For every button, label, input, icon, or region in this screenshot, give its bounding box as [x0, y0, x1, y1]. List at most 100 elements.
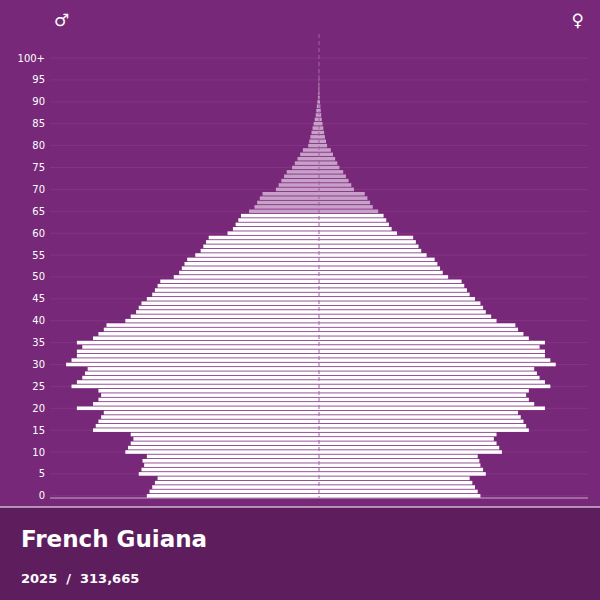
bar — [319, 183, 351, 187]
y-tick-label: 90 — [32, 96, 45, 107]
bar — [143, 459, 319, 463]
bar — [319, 170, 343, 174]
y-tick-label: 70 — [32, 184, 45, 195]
y-tick-label: 55 — [32, 250, 45, 261]
bar — [155, 481, 319, 485]
bar — [319, 367, 534, 371]
bar — [319, 174, 346, 178]
subtitle: 2025 / 313,665 — [21, 571, 139, 586]
bar — [201, 249, 319, 253]
bar — [319, 271, 443, 275]
bar — [93, 336, 319, 340]
bar — [147, 297, 319, 301]
bar — [131, 441, 319, 445]
y-tick-label: 30 — [32, 359, 45, 370]
bar — [319, 253, 427, 257]
bar — [319, 437, 494, 441]
background — [0, 0, 600, 600]
bar — [319, 52, 320, 56]
bar — [98, 332, 319, 336]
bar — [319, 306, 483, 310]
bar — [209, 236, 319, 240]
bar — [319, 192, 365, 196]
series-label: ♂ — [54, 10, 69, 30]
bar — [319, 280, 462, 284]
bar — [319, 472, 486, 476]
bar — [319, 371, 537, 375]
bar — [241, 214, 319, 218]
bar — [319, 490, 478, 494]
bar — [263, 192, 319, 196]
bar — [141, 468, 319, 472]
bar — [319, 148, 331, 152]
bar — [195, 253, 319, 257]
separator — [0, 507, 600, 508]
bar — [319, 231, 397, 235]
bar — [319, 179, 349, 183]
y-tick-label: 5 — [39, 468, 45, 479]
bar — [319, 459, 479, 463]
bar — [319, 354, 545, 358]
bar — [249, 209, 319, 213]
bar — [98, 420, 319, 424]
bar — [174, 275, 319, 279]
bar — [150, 490, 319, 494]
bar — [77, 406, 319, 410]
bar — [93, 428, 319, 432]
bar — [308, 144, 319, 148]
bar — [98, 398, 319, 402]
y-tick-label: 35 — [32, 337, 45, 348]
y-tick-label: 100+ — [18, 53, 45, 64]
bar — [319, 139, 326, 143]
bar — [152, 485, 319, 489]
y-tick-label: 20 — [32, 403, 45, 414]
bar — [101, 415, 319, 419]
bar — [319, 135, 325, 139]
bar — [319, 153, 333, 157]
bar — [309, 139, 319, 143]
bar — [139, 306, 319, 310]
bottom-panel — [0, 507, 600, 600]
bar — [203, 245, 319, 249]
y-axis: 0510152025303540455055606570758085909510… — [18, 53, 45, 502]
center-line — [319, 34, 320, 498]
chart: 0510152025303540455055606570758085909510… — [0, 0, 600, 600]
bar — [238, 218, 319, 222]
bar — [319, 389, 529, 393]
bar — [82, 345, 319, 349]
bar — [319, 131, 324, 135]
bar — [319, 450, 502, 454]
bar — [295, 161, 319, 165]
bar — [319, 227, 392, 231]
bar — [160, 280, 319, 284]
bar — [104, 411, 319, 415]
bar — [319, 494, 480, 498]
bar — [319, 323, 515, 327]
bar — [257, 201, 319, 205]
bar — [319, 266, 440, 270]
bar — [319, 293, 470, 297]
bar — [319, 166, 339, 170]
bar — [85, 371, 319, 375]
bar — [147, 455, 319, 459]
bar — [319, 477, 470, 481]
bar — [319, 433, 497, 437]
bar — [319, 315, 491, 319]
bar — [319, 363, 556, 367]
bar — [311, 131, 319, 135]
bar — [319, 385, 550, 389]
bar — [131, 433, 319, 437]
bar — [319, 446, 499, 450]
bar — [158, 477, 319, 481]
bar — [319, 262, 437, 266]
bar — [319, 223, 389, 227]
bar — [319, 463, 480, 467]
bar — [319, 196, 367, 200]
bar — [319, 126, 323, 130]
bar — [158, 284, 319, 288]
bar — [155, 288, 319, 292]
bar — [133, 437, 319, 441]
bar — [125, 450, 319, 454]
bar — [319, 336, 529, 340]
bar — [72, 385, 319, 389]
